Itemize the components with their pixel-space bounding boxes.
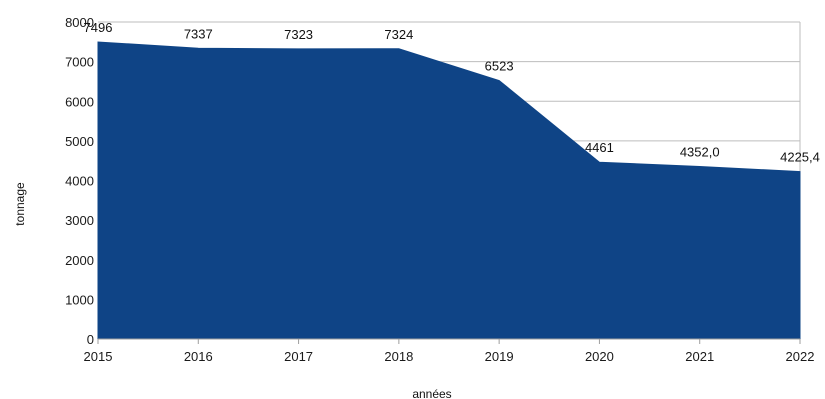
data-label: 7337 — [184, 26, 213, 41]
area-layer — [97, 41, 801, 340]
data-label: 4461 — [585, 140, 614, 155]
y-tick-label: 8000 — [65, 15, 94, 30]
x-tick-label: 2019 — [485, 349, 514, 364]
data-label: 4225,4 — [780, 150, 820, 165]
y-tick-label: 6000 — [65, 94, 94, 109]
y-tick-label: 0 — [87, 332, 94, 347]
area-series — [97, 41, 801, 340]
y-tick-label: 1000 — [65, 292, 94, 307]
x-tick-label: 2016 — [184, 349, 213, 364]
y-tick-label: 4000 — [65, 174, 94, 189]
data-label: 4352,0 — [680, 145, 720, 160]
x-tick-label: 2015 — [84, 349, 113, 364]
x-tick-label: 2020 — [585, 349, 614, 364]
axis-layer: 0 1000 2000 3000 4000 5000 6000 7000 8000 2015 201… — [65, 15, 814, 364]
x-tick-label: 2017 — [284, 349, 313, 364]
y-tick-label: 2000 — [65, 253, 94, 268]
data-label: 7323 — [284, 27, 313, 42]
y-tick-label: 5000 — [65, 134, 94, 149]
x-axis-title: années — [412, 387, 451, 399]
y-axis-title: tonnage — [13, 182, 27, 226]
label-layer: 7496 7337 7323 7324 6523 4461 4352,0 4225,4 — [84, 20, 820, 165]
y-tick-label: 3000 — [65, 213, 94, 228]
x-tick-label: 2022 — [786, 349, 815, 364]
data-label: 6523 — [485, 59, 514, 74]
x-tick-label: 2018 — [384, 349, 413, 364]
x-tick-label: 2021 — [685, 349, 714, 364]
data-label: 7496 — [84, 20, 113, 35]
data-label: 7324 — [384, 27, 413, 42]
y-tick-label: 7000 — [65, 55, 94, 70]
